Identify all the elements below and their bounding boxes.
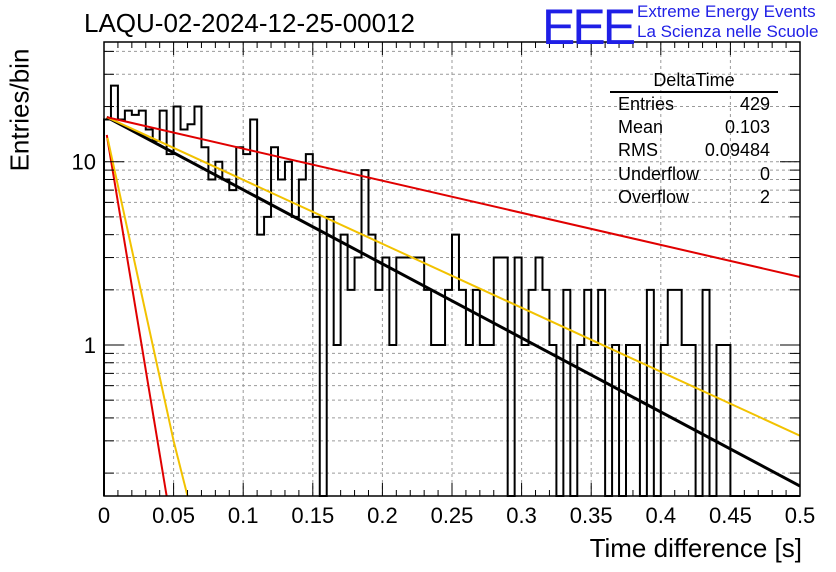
stats-row-mean: Mean 0.103 [610, 116, 778, 139]
x-tick-label: 0.2 [367, 503, 398, 528]
x-tick-label: 0.35 [570, 503, 613, 528]
stats-label: Overflow [618, 186, 690, 207]
fit-curve [172, 440, 189, 496]
stats-row-overflow: Overflow 2 [610, 186, 778, 209]
fit-curve [106, 115, 800, 488]
x-tick-label: 0.4 [646, 503, 677, 528]
fit-curve [105, 134, 168, 496]
x-axis-label: Time difference [s] [589, 533, 802, 563]
x-tick-label: 0.05 [152, 503, 195, 528]
stats-row-rms: RMS 0.09484 [610, 139, 778, 162]
fit-curve [106, 116, 800, 278]
y-tick-label: 10 [72, 150, 96, 175]
stats-label: Mean [618, 117, 664, 138]
x-tick-label: 0.15 [291, 503, 334, 528]
stats-value: 0 [759, 163, 770, 184]
stats-label: Underflow [618, 163, 700, 184]
logo-line-1: Extreme Energy Events [637, 2, 816, 21]
logo-line-2: La Scienza nelle Scuole [637, 22, 819, 41]
stats-value: 2 [759, 186, 770, 207]
y-tick-label: 1 [84, 333, 96, 358]
stats-label: RMS [618, 140, 658, 161]
eee-logo: EEE [542, 0, 636, 55]
x-tick-label: 0.45 [709, 503, 752, 528]
fit-curve [106, 116, 800, 437]
chart-title: LAQU-02-2024-12-25-00012 [84, 8, 415, 38]
y-axis-label: Entries/bin [4, 48, 35, 172]
x-tick-label: 0.3 [506, 503, 537, 528]
stats-label: Entries [618, 94, 675, 114]
stats-row-entries: Entries 429 [610, 93, 778, 116]
stats-value: 0.103 [724, 117, 770, 138]
x-tick-label: 0.1 [228, 503, 259, 528]
stats-value: 429 [739, 94, 770, 114]
x-tick-label: 0.25 [431, 503, 474, 528]
stats-value: 0.09484 [704, 140, 770, 161]
x-tick-label: 0 [98, 503, 110, 528]
stats-box-title: DeltaTime [610, 70, 778, 93]
histogram-outline [103, 84, 800, 497]
stats-row-underflow: Underflow 0 [610, 163, 778, 186]
stats-box: DeltaTime Entries 429 Mean 0.103 RMS 0.0… [610, 70, 778, 209]
fit-curve [106, 137, 175, 442]
x-tick-label: 0.5 [785, 503, 816, 528]
